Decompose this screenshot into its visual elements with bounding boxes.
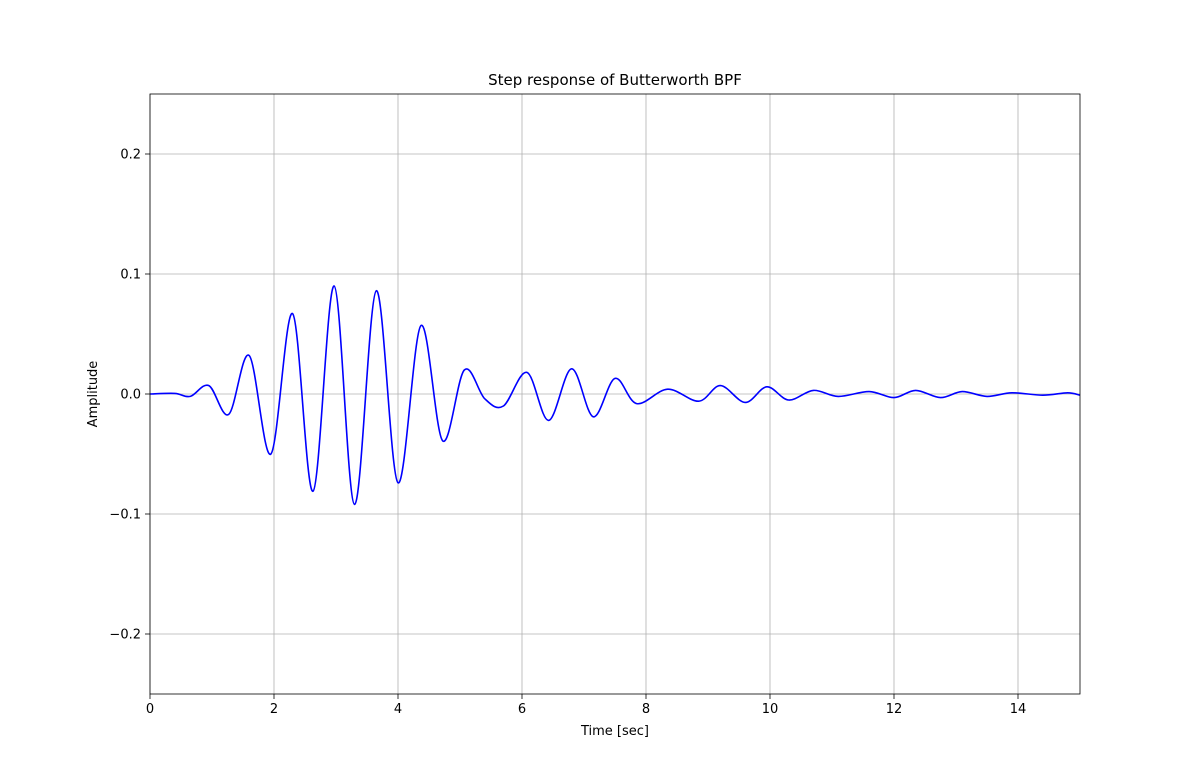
x-tick-label: 8 <box>642 702 650 717</box>
y-tick-label: 0.2 <box>120 148 141 163</box>
y-tick-label: −0.2 <box>109 628 141 643</box>
x-tick-label: 12 <box>886 702 903 717</box>
x-tick-label: 14 <box>1010 702 1027 717</box>
ticks: 0 2 4 6 8 10 12 14 −0.2 −0.1 0.0 0.1 0.2 <box>109 148 1026 718</box>
y-tick-label: 0.0 <box>120 388 141 403</box>
chart-title: Step response of Butterworth BPF <box>488 71 742 89</box>
y-tick-label: 0.1 <box>120 268 141 283</box>
x-tick-label: 2 <box>270 702 278 717</box>
x-tick-label: 6 <box>518 702 526 717</box>
x-tick-label: 0 <box>146 702 154 717</box>
x-tick-label: 4 <box>394 702 402 717</box>
series-layer <box>149 285 1081 506</box>
y-axis-label: Amplitude <box>86 361 101 428</box>
series-line-0 <box>149 285 1081 506</box>
x-axis-label: Time [sec] <box>580 724 649 739</box>
y-tick-label: −0.1 <box>109 508 141 523</box>
x-tick-label: 10 <box>762 702 779 717</box>
grid <box>149 94 1080 694</box>
